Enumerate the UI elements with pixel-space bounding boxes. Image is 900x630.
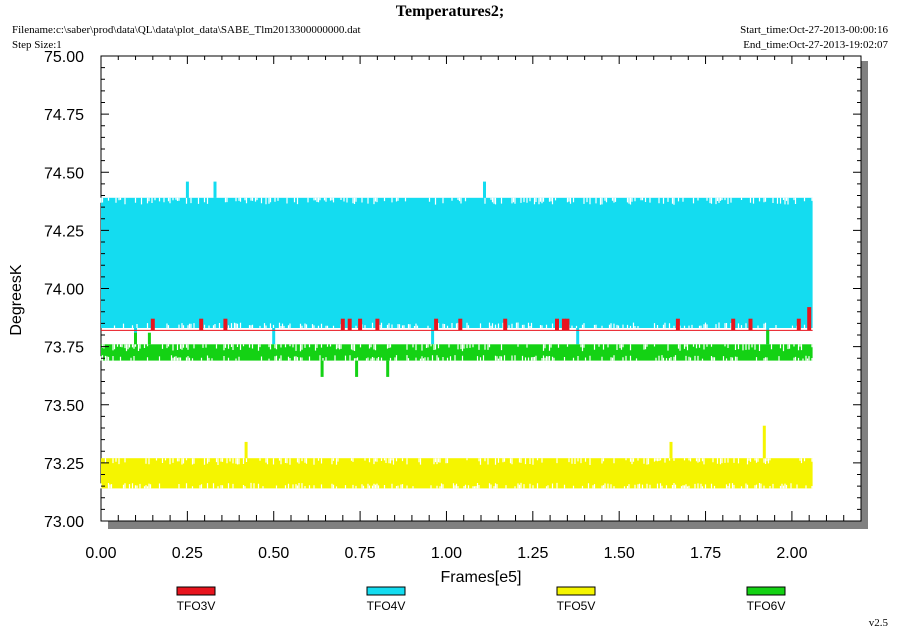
data-point-tfo4v [185,181,189,198]
series-tfo4v [100,181,813,345]
x-tick-label: 2.00 [776,545,807,562]
data-point-tfo6v [147,332,151,345]
data-point-tfo3v [555,318,559,331]
x-tick-label: 1.00 [431,545,462,562]
data-point-tfo6v [320,360,324,377]
data-point-tfo3v [675,318,680,331]
legend-label: TFO5V [557,599,596,613]
data-point-tfo6v [766,330,770,345]
data-point-tfo3v [458,318,463,331]
y-tick-label: 73.25 [44,456,84,473]
end-time-label: End_time:Oct-27-2013-19:02:07 [743,39,888,51]
data-point-tfo3v [223,318,228,331]
data-point-tfo4v [213,181,217,198]
series-band-tfo6v [101,344,813,361]
data-point-tfo6v [355,360,359,377]
x-tick-label: 0.00 [85,545,116,562]
data-point-tfo4v [431,328,435,345]
data-point-tfo3v [731,318,736,331]
filename-label: Filename:c:\saber\prod\data\QL\data\plot… [12,24,361,36]
legend-item-tfo6v: TFO6V [746,586,786,613]
legend-label: TFO6V [747,599,786,613]
data-point-tfo3v [807,307,812,331]
data-point-tfo6v [134,332,137,345]
legend: TFO3V TFO4V TFO5V TFO6V [176,586,786,613]
legend-label: TFO3V [177,599,216,613]
data-point-tfo3v [434,318,439,331]
start-time-label: Start_time:Oct-27-2013-00:00:16 [740,24,888,36]
series-band-tfo4v [101,197,813,328]
y-axis-label: DegreesK [8,264,25,335]
series-layer [100,181,813,489]
step-size-label: Step Size:1 [12,39,62,51]
data-point-tfo3v [150,318,155,331]
data-point-tfo4v [483,181,486,198]
legend-item-tfo4v: TFO4V [366,586,406,613]
data-point-tfo3v [199,318,204,331]
y-tick-label: 73.50 [44,398,84,415]
x-tick-label: 1.25 [517,545,548,562]
series-tfo3v [101,307,813,331]
data-point-tfo3v [340,318,345,331]
data-point-tfo4v [272,328,276,345]
legend-item-tfo5v: TFO5V [556,586,596,613]
y-tick-label: 75.00 [44,49,84,66]
legend-swatch [556,586,596,596]
data-point-tfo3v [796,318,801,331]
x-tick-label: 1.50 [604,545,635,562]
data-point-tfo4v [576,328,580,345]
x-tick-label: 0.50 [258,545,289,562]
legend-swatch [746,586,786,596]
data-point-tfo3v [561,318,566,331]
data-point-tfo5v [244,441,248,459]
y-tick-label: 73.00 [44,514,84,531]
x-axis-label: Frames[e5] [441,569,522,586]
data-point-tfo3v [565,318,570,331]
data-point-tfo3v [358,318,363,331]
data-point-tfo3v [347,318,352,331]
data-point-tfo3v [375,318,380,331]
x-tick-label: 0.25 [172,545,203,562]
legend-label: TFO4V [367,599,406,613]
version-label: v2.5 [869,617,889,629]
y-tick-label: 74.50 [44,165,84,182]
data-point-tfo5v [669,441,673,459]
y-tick-label: 74.75 [44,107,84,124]
series-band-tfo5v [101,458,813,489]
y-tick-label: 74.25 [44,223,84,240]
data-point-tfo3v [503,318,508,331]
y-tick-label: 74.00 [44,282,84,299]
series-tfo5v [100,425,813,489]
y-tick-label: 73.75 [44,340,84,357]
data-point-tfo3v [748,318,753,331]
legend-item-tfo3v: TFO3V [176,586,216,613]
legend-swatch [366,586,406,596]
data-point-tfo5v [762,425,766,459]
chart-title: Temperatures2; [396,3,504,20]
axes-layer: 73.00 73.25 73.50 73.75 74.00 74.25 74.50 74.75… [44,49,862,562]
x-tick-label: 0.75 [345,545,376,562]
x-tick-label: 1.75 [690,545,721,562]
legend-swatch [176,586,216,596]
data-point-tfo6v [386,360,390,377]
